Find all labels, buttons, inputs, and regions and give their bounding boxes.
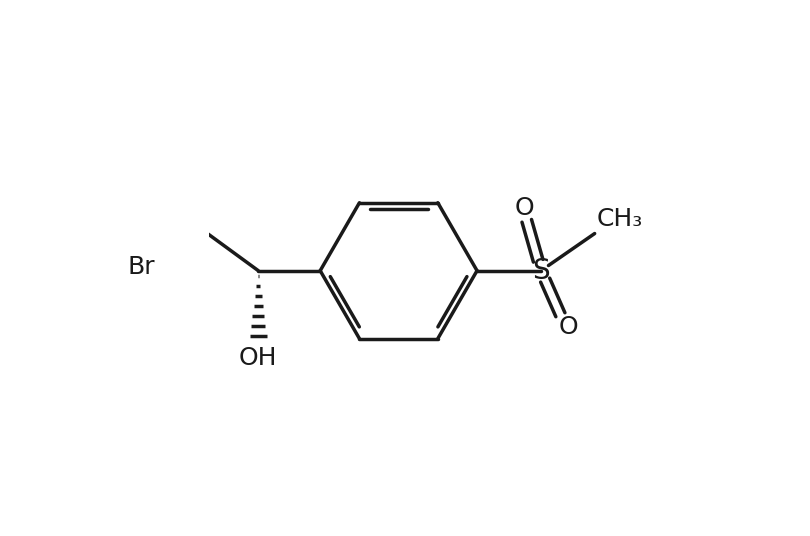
Text: Br: Br (127, 255, 155, 279)
Text: O: O (559, 315, 578, 339)
Text: CH₃: CH₃ (597, 207, 643, 232)
Text: OH: OH (239, 346, 278, 370)
Text: S: S (532, 257, 550, 285)
Text: O: O (514, 196, 535, 220)
